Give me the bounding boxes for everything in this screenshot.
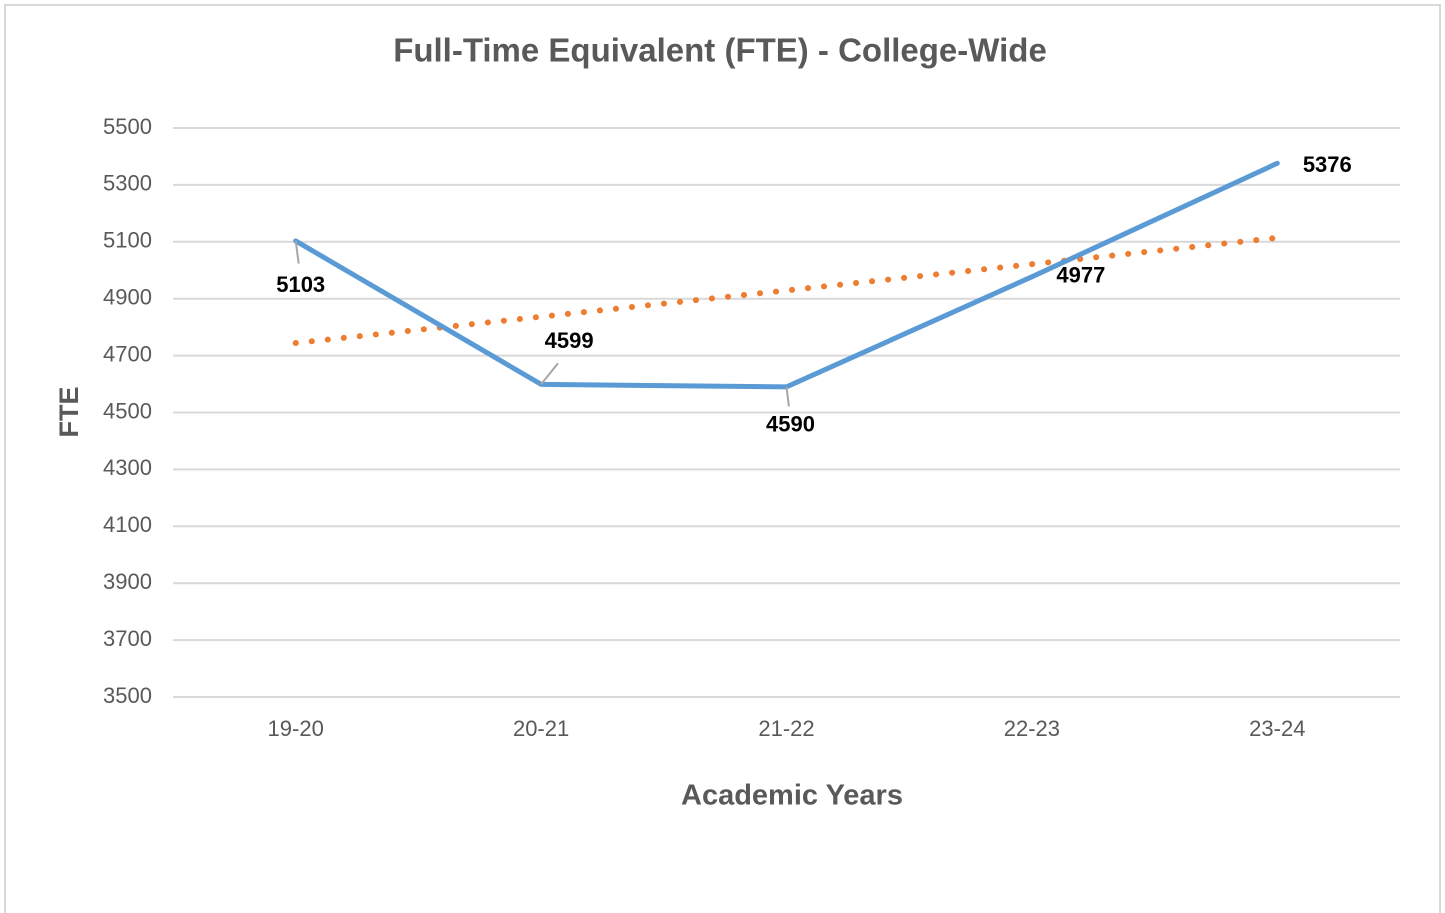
leader-line — [294, 240, 300, 264]
leader-line — [540, 362, 559, 385]
y-tick-label: 5300 — [103, 171, 152, 196]
y-tick-label: 3500 — [103, 683, 152, 708]
y-tick-label: 5500 — [103, 114, 152, 139]
x-tick-label: 20-21 — [513, 716, 569, 741]
y-axis-label: FTE — [54, 387, 84, 438]
y-tick-label: 4500 — [103, 398, 152, 423]
data-label: 5376 — [1303, 152, 1352, 177]
y-tick-label: 4700 — [103, 341, 152, 366]
trendline — [292, 234, 1281, 347]
data-label: 4590 — [766, 412, 815, 437]
y-tick-label: 3900 — [103, 569, 152, 594]
y-tick-label: 3700 — [103, 626, 152, 651]
data-label: 5103 — [276, 272, 325, 297]
chart-title: Full-Time Equivalent (FTE) - College-Wid… — [393, 32, 1047, 69]
y-tick-label: 5100 — [103, 228, 152, 253]
x-tick-label: 21-22 — [758, 716, 814, 741]
y-tick-label: 4100 — [103, 512, 152, 537]
x-tick-label: 19-20 — [268, 716, 324, 741]
leader-line — [785, 386, 790, 407]
x-axis-label: Academic Years — [681, 780, 903, 812]
y-tick-label: 4900 — [103, 285, 152, 310]
x-tick-label: 23-24 — [1249, 716, 1305, 741]
data-label: 4977 — [1056, 263, 1105, 288]
data-label: 4599 — [545, 328, 594, 353]
chart-frame — [4, 4, 1441, 913]
y-tick-label: 4300 — [103, 455, 152, 480]
x-tick-label: 22-23 — [1004, 716, 1060, 741]
